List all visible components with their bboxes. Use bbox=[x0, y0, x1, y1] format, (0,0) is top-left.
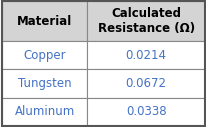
Bar bbox=[87, 1, 204, 41]
Bar bbox=[2, 98, 87, 126]
Text: Tungsten: Tungsten bbox=[18, 77, 71, 90]
Bar bbox=[87, 41, 204, 69]
Bar bbox=[87, 69, 204, 98]
Text: Material: Material bbox=[17, 15, 72, 28]
Bar bbox=[87, 98, 204, 126]
Text: Aluminum: Aluminum bbox=[14, 105, 74, 118]
Text: Calculated
Resistance (Ω): Calculated Resistance (Ω) bbox=[97, 7, 194, 35]
Text: 0.0338: 0.0338 bbox=[125, 105, 166, 118]
Text: Copper: Copper bbox=[23, 49, 66, 62]
Bar bbox=[2, 41, 87, 69]
Bar bbox=[2, 1, 87, 41]
Bar bbox=[2, 69, 87, 98]
Text: 0.0672: 0.0672 bbox=[125, 77, 166, 90]
Text: 0.0214: 0.0214 bbox=[125, 49, 166, 62]
